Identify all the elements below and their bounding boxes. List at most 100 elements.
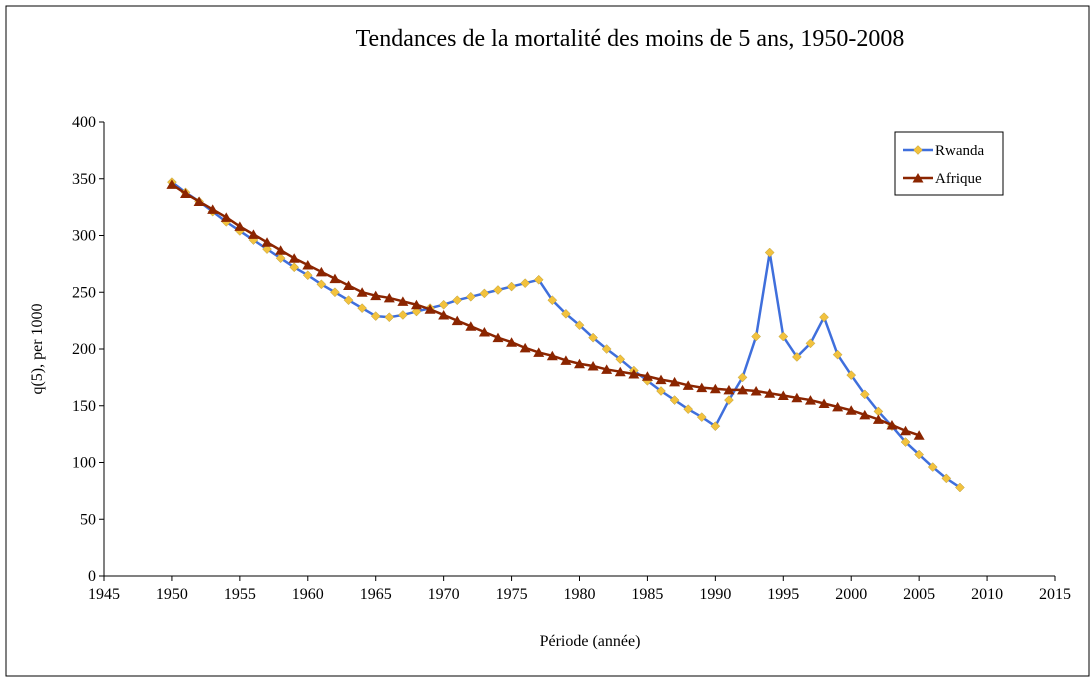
data-point — [451, 315, 463, 326]
data-point — [859, 389, 870, 400]
data-point — [397, 296, 409, 306]
data-point — [452, 295, 463, 306]
data-point — [220, 212, 232, 222]
data-point — [615, 354, 626, 365]
x-tick-label: 2005 — [903, 586, 935, 603]
x-axis-label: Période (année) — [540, 633, 641, 650]
y-tick-label: 250 — [72, 284, 96, 301]
data-point — [696, 382, 708, 393]
data-point — [493, 285, 503, 295]
data-point — [261, 237, 273, 247]
data-point — [533, 347, 545, 357]
data-point — [302, 260, 314, 270]
data-point — [193, 196, 205, 206]
data-point — [818, 398, 830, 408]
data-point — [302, 270, 313, 281]
data-point — [478, 326, 490, 337]
x-tick-label: 2010 — [971, 586, 1003, 603]
data-point — [832, 349, 843, 360]
data-point — [914, 449, 924, 460]
data-point — [383, 292, 395, 303]
data-point — [832, 401, 844, 412]
data-point — [411, 306, 422, 317]
data-point — [410, 299, 422, 310]
data-point — [819, 312, 829, 323]
legend-marker — [912, 173, 924, 183]
data-point — [941, 473, 952, 484]
data-point — [234, 221, 246, 231]
data-point — [792, 352, 802, 362]
data-point — [872, 414, 884, 424]
data-point — [682, 380, 694, 390]
data-point — [710, 421, 721, 432]
data-point — [791, 392, 803, 403]
data-point — [275, 253, 286, 264]
data-point — [288, 253, 300, 263]
data-point — [846, 370, 857, 380]
y-tick-label: 150 — [72, 398, 96, 415]
chart-title: Tendances de la mortalité des moins de 5… — [356, 26, 905, 52]
chart-frame — [5, 5, 1090, 677]
data-point — [506, 281, 517, 292]
data-point — [247, 229, 259, 239]
data-point — [315, 266, 327, 277]
y-tick-label: 200 — [72, 341, 96, 358]
x-tick-label: 1955 — [224, 586, 256, 603]
data-point — [574, 358, 585, 369]
y-tick-label: 400 — [72, 114, 96, 131]
data-point — [370, 311, 381, 321]
legend-label: Afrique — [935, 171, 982, 187]
data-point — [180, 188, 192, 199]
x-tick-label: 1970 — [428, 586, 460, 603]
data-point — [275, 245, 287, 255]
y-tick-label: 0 — [88, 568, 96, 585]
data-point — [329, 273, 341, 284]
data-point — [492, 332, 504, 343]
data-point — [343, 295, 354, 306]
data-point — [764, 247, 775, 258]
legend-label: Rwanda — [935, 143, 984, 159]
data-point — [724, 395, 734, 405]
data-point — [927, 462, 938, 472]
x-tick-label: 1975 — [496, 586, 528, 603]
data-point — [601, 344, 612, 354]
x-tick-label: 1990 — [699, 586, 731, 603]
data-point — [778, 331, 789, 342]
data-point — [519, 342, 531, 353]
data-point — [777, 390, 789, 401]
legend-marker — [913, 145, 923, 155]
x-tick-label: 1945 — [88, 586, 120, 603]
x-tick-label: 1950 — [156, 586, 188, 603]
data-point — [438, 299, 449, 310]
data-point — [588, 332, 598, 343]
data-point — [723, 384, 735, 395]
y-tick-label: 100 — [72, 455, 96, 472]
data-point — [614, 366, 626, 377]
data-point — [438, 309, 450, 320]
data-point — [561, 308, 571, 319]
data-point — [805, 338, 816, 349]
x-tick-label: 2000 — [835, 586, 867, 603]
data-point — [656, 386, 666, 396]
data-point — [356, 287, 368, 297]
data-point — [900, 425, 912, 436]
data-point — [655, 374, 667, 385]
data-point — [764, 388, 776, 398]
legend-box — [894, 131, 1004, 196]
data-point — [520, 278, 531, 289]
x-tick-label: 1965 — [360, 586, 392, 603]
data-point — [886, 420, 898, 430]
data-point — [343, 280, 355, 290]
data-point — [955, 482, 965, 493]
data-point — [546, 350, 558, 361]
data-point — [574, 320, 585, 331]
data-point — [751, 331, 761, 342]
data-point — [601, 364, 613, 374]
y-tick-label: 300 — [72, 228, 96, 245]
x-tick-label: 2015 — [1039, 586, 1071, 603]
data-point — [669, 376, 681, 387]
data-point — [533, 274, 544, 285]
data-point — [330, 287, 340, 298]
data-point — [737, 384, 749, 395]
